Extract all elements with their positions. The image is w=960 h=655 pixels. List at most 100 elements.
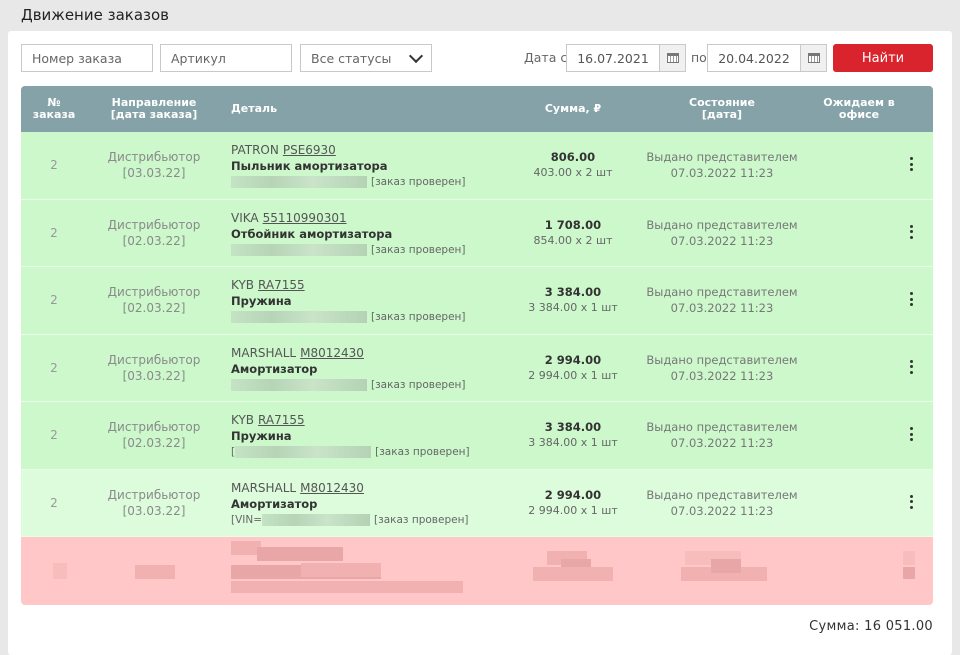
header-label: заказа — [32, 108, 76, 121]
status-select[interactable]: Все статусы — [300, 44, 432, 72]
calendar-icon — [807, 53, 820, 63]
table-row-redacted — [21, 537, 933, 605]
total-sum: Сумма: 16 051.00 — [809, 619, 933, 634]
row-menu-icon[interactable] — [910, 292, 914, 306]
article-link[interactable]: RA7155 — [258, 413, 305, 427]
order-number: 2 — [50, 428, 58, 442]
header-label: № — [47, 96, 61, 109]
detail-note-line: [заказ проверен] — [231, 309, 531, 325]
part-name: Амортизатор — [231, 361, 318, 376]
header-office: Ожидаем в офисе — [797, 86, 921, 132]
sum-cell: 1 708.00 854.00 x 2 шт — [521, 200, 625, 266]
part-name: Отбойник амортизатора — [231, 226, 393, 241]
sum-detail: 2 994.00 x 1 шт — [528, 503, 618, 517]
redacted-block — [533, 567, 613, 581]
redacted-note — [262, 513, 371, 526]
header-label: офисе — [838, 108, 880, 121]
direction-text: Дистрибьютор — [107, 352, 201, 367]
table-body: 2 Дистрибьютор [03.03.22] PATRON PSE6930 Пыль… — [21, 132, 933, 537]
direction-cell: Дистрибьютор [02.03.22] — [87, 267, 221, 333]
filters-bar: Номер заказа Артикул Все статусы Дата с … — [8, 44, 952, 72]
detail-brand-line: MARSHALL M8012430 — [231, 345, 531, 361]
row-menu-icon[interactable] — [910, 359, 914, 374]
check-status: [заказ проверен] — [371, 378, 466, 391]
detail-cell: MARSHALL M8012430 Амортизатор [VIN= [заказ п… — [231, 480, 531, 528]
sum-detail: 3 384.00 x 1 шт — [528, 436, 618, 449]
header-label: Направление — [111, 96, 197, 109]
check-status: [заказ проверен] — [371, 243, 466, 256]
sum-total: 2 994.00 — [544, 487, 602, 502]
state-text: Выдано представителем — [646, 352, 798, 367]
article-link[interactable]: 55110990301 — [262, 210, 347, 225]
sum-total: 2 994.00 — [544, 352, 602, 367]
sum-cell: 3 384.00 3 384.00 x 1 шт — [521, 402, 625, 468]
order-number: 2 — [50, 360, 58, 375]
redacted-note — [231, 176, 367, 188]
article-input[interactable]: Артикул — [160, 44, 292, 72]
orders-table: № заказа Направление [дата заказа] Детал… — [21, 86, 933, 605]
state-text: Выдано представителем — [646, 285, 798, 299]
order-number: 2 — [50, 158, 58, 172]
detail-brand-line: KYB RA7155 — [231, 412, 531, 428]
article-link[interactable]: PSE6930 — [282, 143, 336, 157]
calendar-icon — [666, 53, 679, 63]
date-from-field[interactable]: 16.07.2021 — [566, 44, 686, 72]
sum-cell: 2 994.00 2 994.00 x 1 шт — [521, 470, 625, 536]
sum-total: 3 384.00 — [544, 420, 602, 434]
date-to-calendar-button[interactable] — [800, 45, 826, 71]
sum-total: 1 708.00 — [544, 217, 602, 232]
table-row: 2 Дистрибьютор [02.03.22] KYB RA7155 Пружина[… — [21, 402, 933, 470]
detail-note-line: [ [заказ проверен] — [231, 444, 531, 460]
table-row: 2 Дистрибьютор [02.03.22] VIKA 55110990301 От… — [21, 199, 933, 267]
state-text: Выдано представителем — [646, 487, 798, 502]
redacted-block — [231, 541, 261, 555]
date-to-field[interactable]: 20.04.2022 — [707, 44, 827, 72]
row-menu-icon[interactable] — [910, 427, 914, 441]
detail-brand-line: MARSHALL M8012430 — [231, 480, 531, 496]
chevron-down-icon — [408, 48, 424, 63]
brand: VIKA — [231, 210, 259, 225]
row-menu-icon[interactable] — [910, 157, 914, 171]
state-text: Выдано представителем — [646, 150, 798, 164]
header-label: Сумма, ₽ — [544, 102, 602, 115]
find-button[interactable]: Найти — [833, 44, 933, 72]
row-menu-icon[interactable] — [910, 494, 914, 509]
state-date: 07.03.2022 11:23 — [670, 166, 774, 180]
detail-cell: MARSHALL M8012430 Амортизатор [заказ провер… — [231, 345, 531, 393]
redacted-block — [231, 581, 463, 593]
state-date: 07.03.2022 11:23 — [670, 233, 774, 248]
row-menu-icon[interactable] — [910, 224, 914, 239]
order-date: [02.03.22] — [122, 301, 186, 315]
brand: KYB — [231, 278, 255, 292]
state-date: 07.03.2022 11:23 — [670, 503, 774, 518]
article-link[interactable]: M8012430 — [300, 480, 364, 495]
redacted-note — [231, 311, 367, 323]
table-row: 2 Дистрибьютор [02.03.22] KYB RA7155 Пружина[… — [21, 267, 933, 335]
table-row: 2 Дистрибьютор [03.03.22] MARSHALL M8012430 А… — [21, 469, 933, 537]
check-status: [заказ проверен] — [375, 446, 470, 458]
date-from-calendar-button[interactable] — [659, 45, 685, 71]
brand: KYB — [231, 413, 255, 427]
detail-note-line: [заказ проверен] — [231, 242, 531, 258]
direction-cell: Дистрибьютор [03.03.22] — [87, 132, 221, 198]
part-name: Пружина — [231, 429, 292, 443]
state-cell: Выдано представителем 07.03.2022 11:23 — [645, 470, 799, 536]
detail-brand-line: KYB RA7155 — [231, 277, 531, 293]
redacted-block — [257, 547, 343, 561]
part-name: Пружина — [231, 294, 292, 308]
article-link[interactable]: RA7155 — [258, 278, 305, 292]
sum-cell: 806.00 403.00 x 2 шт — [521, 132, 625, 198]
brand: PATRON — [231, 143, 279, 157]
state-cell: Выдано представителем 07.03.2022 11:23 — [645, 200, 799, 266]
order-number-input[interactable]: Номер заказа — [21, 44, 153, 72]
date-to-value: 20.04.2022 — [718, 50, 790, 66]
order-date: [03.03.22] — [122, 166, 186, 180]
status-select-value: Все статусы — [311, 50, 392, 66]
state-cell: Выдано представителем 07.03.2022 11:23 — [645, 335, 799, 401]
article-link[interactable]: M8012430 — [300, 345, 364, 360]
note-prefix: [ — [231, 446, 236, 458]
page-title: Движение заказов — [21, 6, 170, 24]
detail-cell: KYB RA7155 Пружина [заказ проверен] — [231, 277, 531, 325]
order-date: [03.03.22] — [122, 503, 186, 518]
date-from-value: 16.07.2021 — [577, 50, 649, 66]
